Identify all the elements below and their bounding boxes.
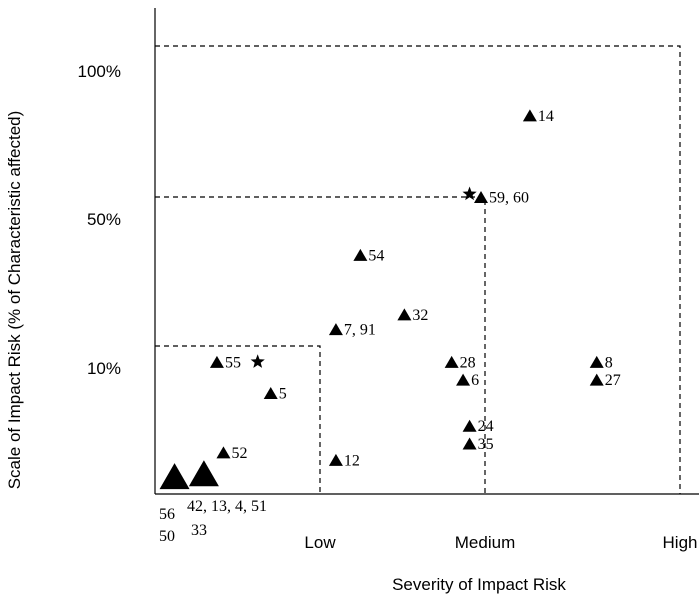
triangle-marker-3: [353, 248, 368, 261]
point-7-91-label: 7, 91: [344, 322, 376, 339]
point-54-label: 54: [368, 247, 384, 264]
y-axis-title: Scale of Impact Risk (% of Characteristi…: [5, 111, 24, 490]
point-24-label: 24: [478, 418, 494, 435]
triangle-marker-4: [397, 308, 412, 321]
triangle-marker-1: [474, 191, 488, 203]
x-tick-label-low: Low: [304, 533, 336, 552]
triangle-marker-6: [444, 355, 459, 368]
point-8-label: 8: [605, 354, 613, 371]
point-27-label: 27: [605, 372, 621, 389]
triangle-marker-8: [589, 355, 604, 368]
x-tick-labels: Low Medium High: [304, 533, 697, 552]
triangle-marker-5: [328, 323, 343, 336]
triangle-marker-0: [522, 109, 537, 122]
star-marker-2: [462, 186, 477, 201]
point-5-label: 5: [279, 386, 287, 403]
point-52-label: 52: [231, 445, 247, 462]
point-35-label: 35: [478, 436, 494, 453]
x-axis-title: Severity of Impact Risk: [392, 575, 566, 594]
triangle-marker-10: [462, 419, 477, 432]
point-14-label: 14: [538, 108, 554, 125]
risk-zone-boundaries: [155, 45, 681, 494]
cluster-annotation-2: 56: [159, 506, 175, 523]
point-32-label: 32: [412, 307, 428, 324]
point-55-label: 55: [225, 354, 241, 371]
cluster-annotation-1: 33: [191, 522, 207, 539]
point-12-label: 12: [344, 452, 360, 469]
x-tick-label-medium: Medium: [455, 533, 515, 552]
x-tick-label-high: High: [663, 533, 698, 552]
triangle-marker-15: [263, 387, 278, 400]
y-tick-labels: 10% 50% 100%: [78, 62, 121, 378]
triangle-marker-13: [209, 355, 224, 368]
y-tick-label-10-pct: 10%: [87, 359, 121, 378]
large-triangle-marker-17: [159, 463, 190, 490]
cluster-annotation-0: 42, 13, 4, 51: [187, 498, 267, 515]
point-6-label: 6: [471, 372, 479, 389]
triangle-marker-12: [328, 453, 343, 466]
triangle-marker-16: [216, 446, 231, 459]
zone-boundary-low: [155, 345, 321, 494]
point-59-60-label: 59, 60: [489, 190, 529, 207]
y-tick-label-100-pct: 100%: [78, 62, 121, 81]
cluster-annotation-3: 50: [159, 528, 175, 545]
zone-boundary-medium: [155, 196, 486, 494]
zone-boundary-high: [155, 45, 681, 494]
star-marker-14: [250, 354, 265, 368]
large-triangle-marker-18: [188, 460, 219, 487]
triangle-marker-7: [456, 373, 471, 386]
point-28-label: 28: [460, 354, 476, 371]
cluster-annotations: 42, 13, 4, 51 33 56 50: [159, 498, 267, 545]
triangle-marker-11: [462, 437, 477, 450]
triangle-marker-9: [589, 373, 604, 386]
y-tick-label-50-pct: 50%: [87, 210, 121, 229]
